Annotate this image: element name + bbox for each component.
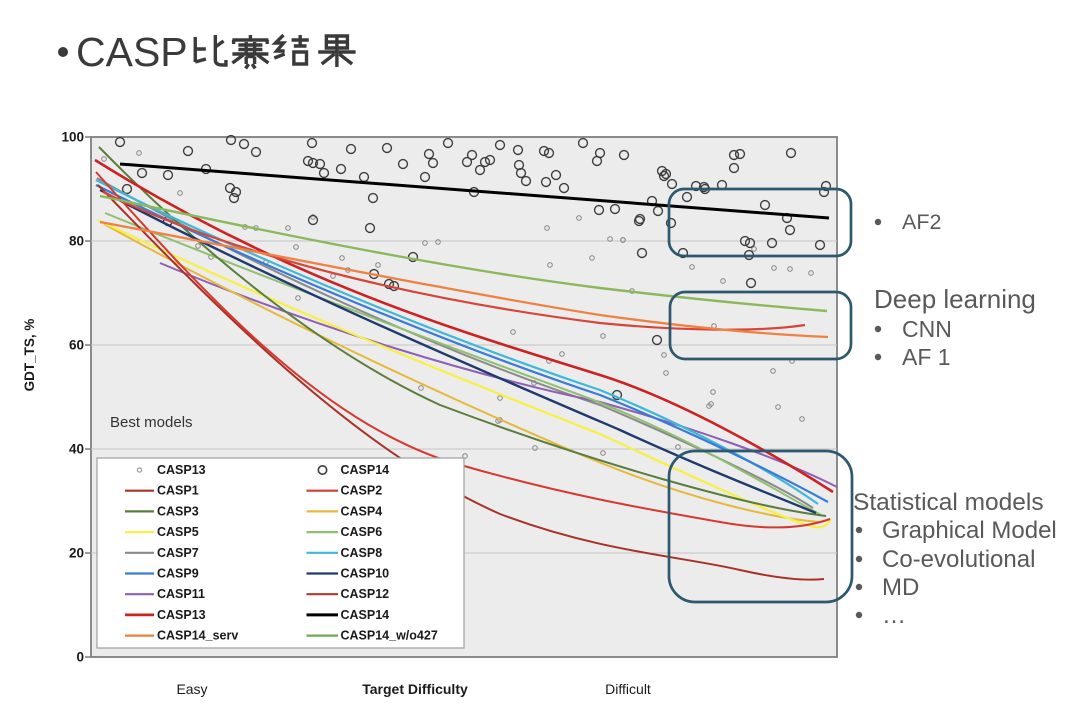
svg-text:CASP1: CASP1	[157, 484, 199, 498]
svg-text:40: 40	[69, 442, 84, 457]
svg-text:Difficult: Difficult	[605, 681, 651, 697]
svg-text:CASP10: CASP10	[341, 567, 390, 581]
svg-text:CASP6: CASP6	[341, 525, 383, 539]
svg-text:100: 100	[61, 130, 84, 145]
svg-text:Easy: Easy	[176, 681, 207, 697]
svg-text:CASP: CASP	[76, 29, 188, 75]
svg-text:CASP7: CASP7	[157, 546, 199, 560]
svg-text:GDT_TS, %: GDT_TS, %	[22, 319, 37, 392]
svg-text:CASP9: CASP9	[157, 567, 199, 581]
svg-text:…: …	[882, 602, 906, 629]
svg-text:AF2: AF2	[902, 210, 941, 234]
svg-text:CASP4: CASP4	[341, 504, 383, 518]
svg-text:CASP5: CASP5	[157, 525, 199, 539]
svg-text:CASP8: CASP8	[341, 546, 383, 560]
svg-text:CASP14_serv: CASP14_serv	[157, 629, 238, 643]
svg-text:60: 60	[69, 338, 84, 353]
svg-text:CASP3: CASP3	[157, 504, 199, 518]
svg-text:Deep learning: Deep learning	[874, 284, 1036, 314]
svg-text:CASP12: CASP12	[341, 587, 390, 601]
svg-text:0: 0	[76, 650, 84, 665]
svg-text:Statistical models: Statistical models	[853, 489, 1044, 516]
svg-text:CASP2: CASP2	[341, 484, 383, 498]
svg-text:Target Difficulty: Target Difficulty	[362, 681, 468, 697]
svg-text:MD: MD	[882, 574, 919, 601]
svg-text:CASP14_w/o427: CASP14_w/o427	[341, 629, 438, 643]
svg-text:Best models: Best models	[110, 414, 193, 431]
svg-text:20: 20	[69, 546, 84, 561]
svg-text:CASP13: CASP13	[157, 608, 206, 622]
svg-text:CASP13: CASP13	[157, 463, 206, 477]
svg-text:Graphical Model: Graphical Model	[882, 517, 1057, 544]
svg-text:Co-evolutional: Co-evolutional	[882, 546, 1035, 573]
svg-text:CASP11: CASP11	[157, 587, 205, 601]
svg-text:CNN: CNN	[902, 316, 952, 342]
svg-text:80: 80	[69, 234, 84, 249]
svg-text:CASP14: CASP14	[341, 463, 390, 477]
svg-text:AF 1: AF 1	[902, 344, 951, 370]
svg-text:CASP14: CASP14	[341, 608, 390, 622]
